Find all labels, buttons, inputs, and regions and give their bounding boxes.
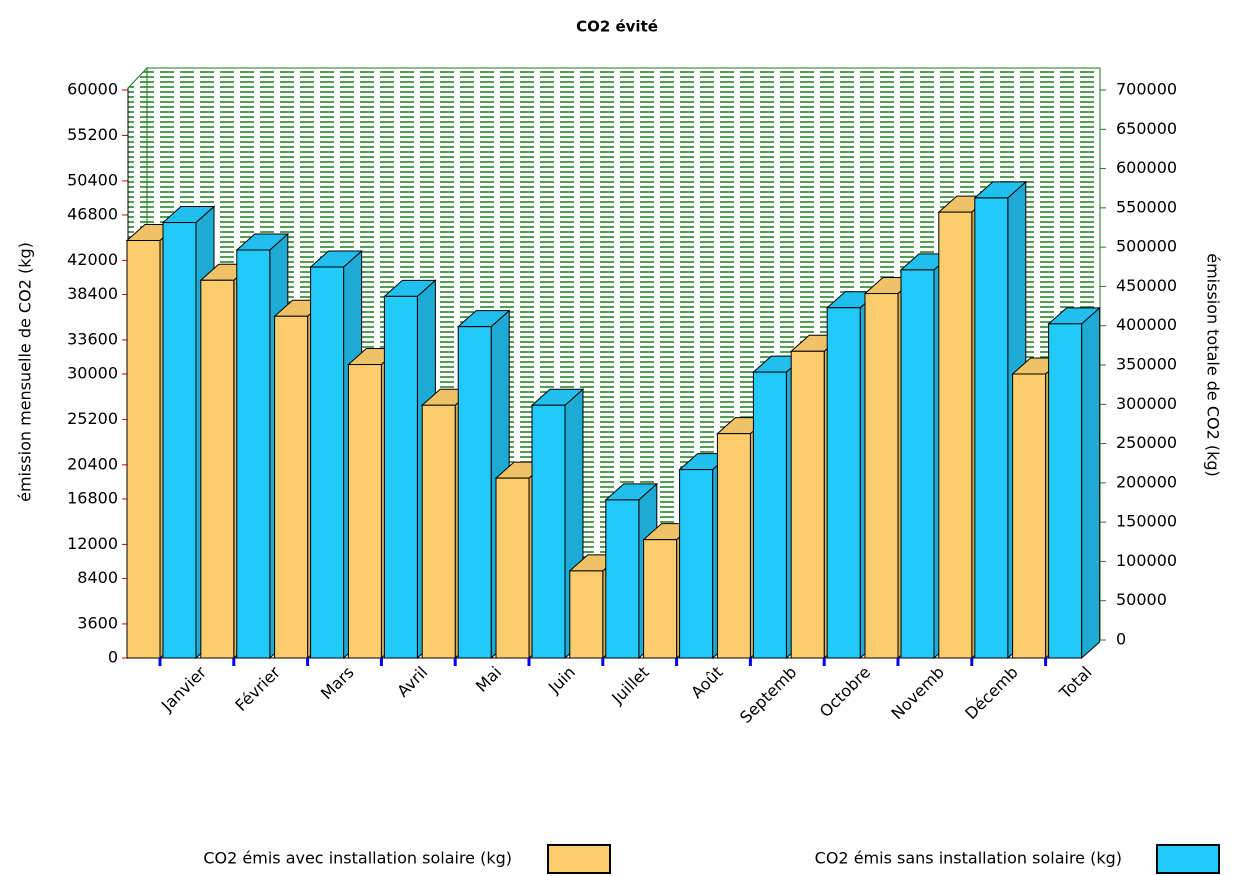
bar: [531, 404, 566, 659]
bar: [236, 249, 271, 659]
y-tick-label: 50400: [67, 170, 118, 189]
x-tick-label: Septemb: [736, 663, 800, 727]
bar: [605, 499, 640, 659]
legend-swatch: [1156, 844, 1220, 874]
bar: [716, 433, 751, 659]
bar: [126, 240, 161, 659]
legend-label: CO2 émis sans installation solaire (kg): [815, 849, 1122, 868]
y-tick-label: 25200: [67, 409, 118, 428]
chart-title: CO2 évité: [576, 18, 658, 36]
bar: [569, 570, 604, 659]
y2-tick-label: 150000: [1116, 512, 1177, 531]
y2-axis-label: émission totale de CO2 (kg): [1204, 253, 1223, 477]
bar: [938, 211, 973, 659]
x-tick-label: Décemb: [961, 663, 1021, 723]
bar: [1012, 373, 1047, 659]
x-tick-label: Janvier: [157, 662, 210, 715]
x-tick-label: Octobre: [816, 663, 874, 721]
y2-tick-label: 250000: [1116, 433, 1177, 452]
y2-tick-label: 600000: [1116, 158, 1177, 177]
x-tick-label: Novemb: [887, 663, 948, 724]
y-tick-label: 46800: [67, 204, 118, 223]
x-tick-label: Mai: [472, 663, 505, 696]
y-tick-label: 38400: [67, 284, 118, 303]
y-tick-label: 55200: [67, 125, 118, 144]
x-tick-label: Juin: [544, 663, 579, 698]
x-tick-label: Total: [1055, 663, 1096, 704]
y-tick-label: 20400: [67, 454, 118, 473]
bar: [421, 404, 456, 659]
bar: [200, 279, 235, 659]
y2-tick-label: 300000: [1116, 394, 1177, 413]
x-tick-label: Août: [687, 663, 727, 703]
y2-tick-label: 500000: [1116, 237, 1177, 256]
bar: [790, 350, 825, 659]
bar: [643, 539, 678, 659]
bar: [457, 326, 492, 659]
bar: [826, 307, 861, 659]
bar: [900, 269, 935, 659]
y-tick-label: 30000: [67, 364, 118, 383]
y2-tick-label: 200000: [1116, 472, 1177, 491]
legend-label: CO2 émis avec installation solaire (kg): [203, 849, 512, 868]
bar: [495, 477, 530, 659]
y2-tick-label: 350000: [1116, 355, 1177, 374]
x-tick-label: Avril: [393, 663, 431, 701]
y2-tick-label: 550000: [1116, 197, 1177, 216]
bar: [752, 371, 787, 659]
legend-swatch: [547, 844, 611, 874]
y2-tick-label: 100000: [1116, 551, 1177, 570]
y2-tick-label: 400000: [1116, 315, 1177, 334]
bar: [347, 364, 382, 659]
x-tick-label: Février: [231, 662, 284, 715]
bar: [383, 295, 418, 659]
x-tick-label: Juillet: [607, 663, 652, 708]
y-tick-label: 8400: [77, 568, 118, 587]
y2-tick-label: 450000: [1116, 276, 1177, 295]
y-axis-label: émission mensuelle de CO2 (kg): [16, 242, 35, 502]
y-tick-label: 0: [108, 648, 118, 667]
x-tick-label: Mars: [317, 663, 358, 704]
y2-tick-label: 650000: [1116, 119, 1177, 138]
bar-side: [1081, 306, 1101, 660]
y-tick-label: 12000: [67, 534, 118, 553]
y-tick-label: 42000: [67, 250, 118, 269]
bar: [864, 293, 899, 659]
bar: [974, 197, 1009, 659]
y-tick-label: 60000: [67, 80, 118, 99]
y2-tick-label: 50000: [1116, 590, 1167, 609]
bar: [162, 222, 197, 659]
bar: [679, 469, 714, 659]
y-tick-label: 33600: [67, 329, 118, 348]
bar: [1048, 323, 1083, 659]
y-tick-label: 3600: [77, 613, 118, 632]
bar: [274, 315, 309, 659]
y-tick-label: 16800: [67, 488, 118, 507]
bar: [310, 266, 345, 659]
y2-tick-label: 700000: [1116, 80, 1177, 99]
y2-tick-label: 0: [1116, 630, 1126, 649]
